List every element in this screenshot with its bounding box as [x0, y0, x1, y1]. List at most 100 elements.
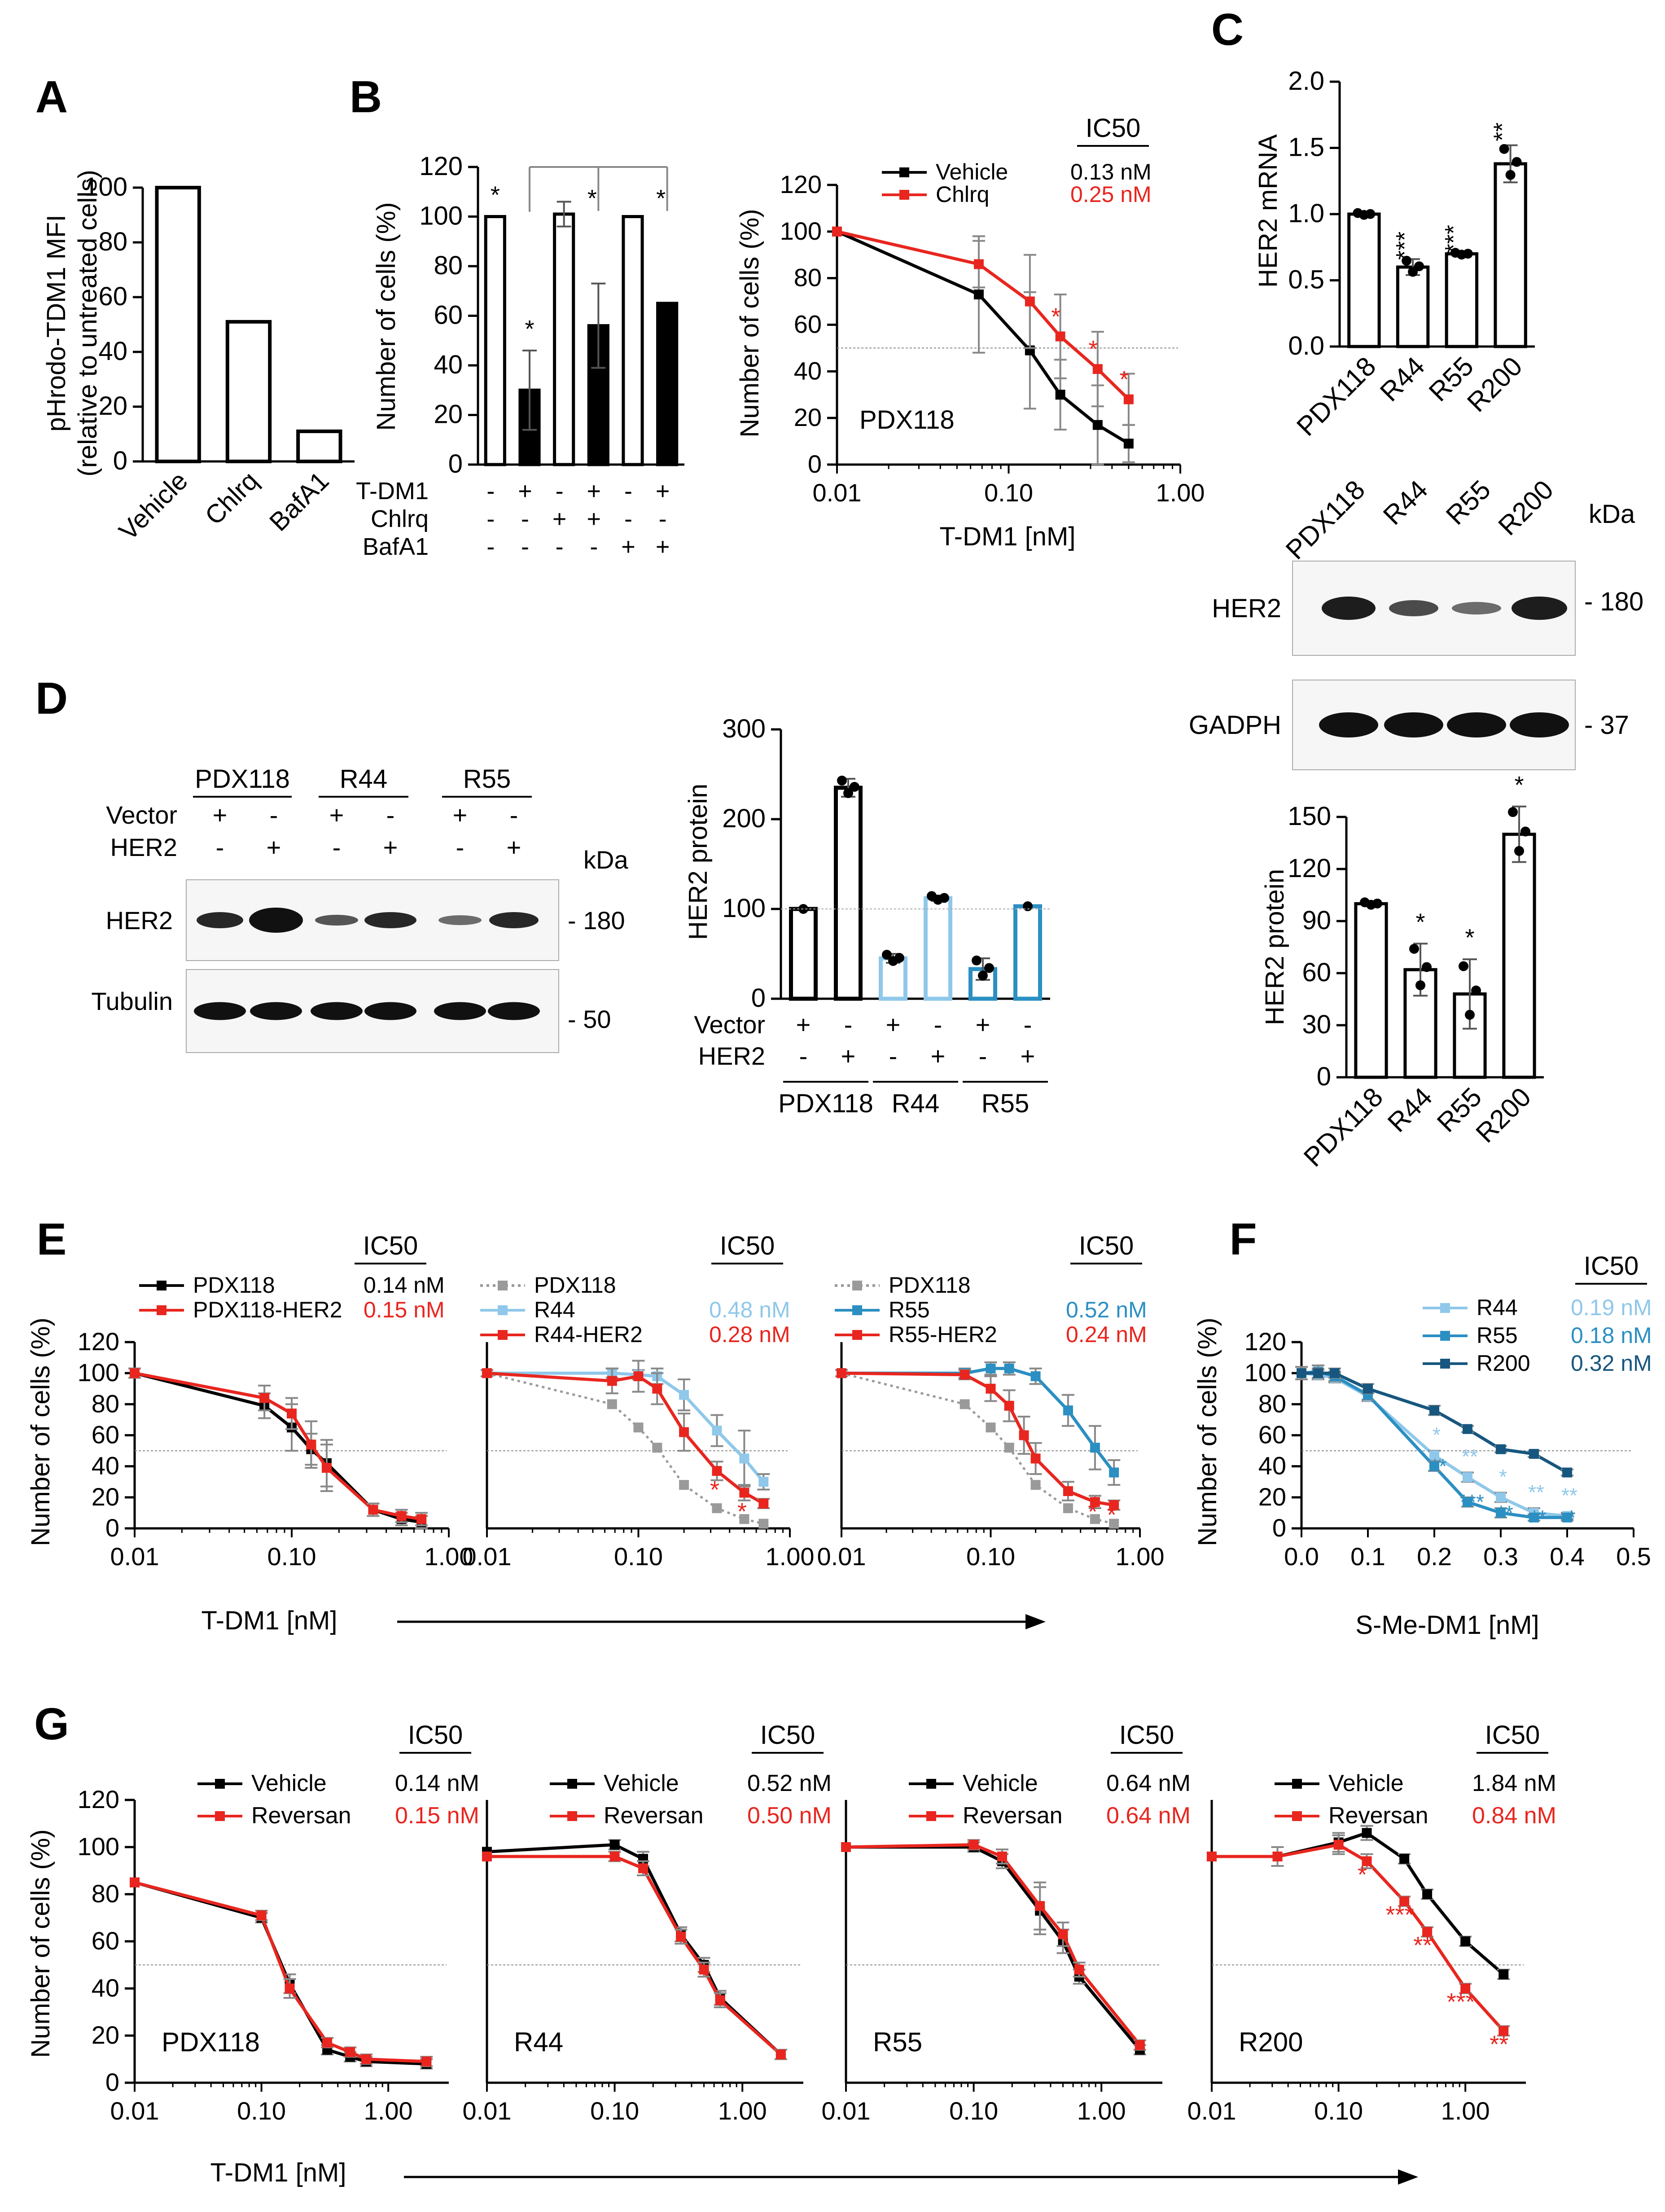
- legend-marker: [567, 1779, 577, 1789]
- data-point: [978, 970, 988, 981]
- data-point: [368, 1505, 378, 1515]
- treatment-sign: +: [507, 833, 521, 861]
- data-point: [1123, 394, 1134, 404]
- treatment-sign: -: [979, 1042, 987, 1070]
- data-point: [984, 963, 994, 973]
- y-tick-label: 0.0: [1288, 331, 1324, 360]
- data-point: [638, 1863, 648, 1874]
- y-axis-label: Number of cells (%): [735, 209, 764, 437]
- data-point: [285, 1984, 295, 1993]
- x-tick-label: 0.10: [237, 2097, 286, 2125]
- data-point: [1058, 1929, 1068, 1940]
- treatment-sign: +: [518, 478, 532, 505]
- y-tick-label: 60: [92, 1927, 119, 1955]
- data-point: [633, 1371, 644, 1382]
- data-point: [1272, 1852, 1283, 1861]
- blot-band: [364, 912, 416, 928]
- data-point: [1363, 1383, 1373, 1394]
- treatment-sign: +: [976, 1010, 990, 1039]
- legend-marker: [215, 1779, 225, 1789]
- bar: [1347, 212, 1381, 348]
- ic50-value: 0.48 nM: [709, 1297, 790, 1322]
- legend-label: Reversan: [963, 1803, 1063, 1829]
- treatment-row-label: Vector: [106, 801, 177, 829]
- ic50-value: 0.25 nM: [1070, 182, 1152, 207]
- data-point: [712, 1466, 722, 1476]
- treatment-sign: -: [510, 801, 518, 829]
- data-point: [1030, 1371, 1041, 1382]
- significance-marker: **: [1561, 1483, 1577, 1507]
- bar: [296, 429, 342, 464]
- data-point: [1529, 1449, 1539, 1459]
- ic50-title: IC50: [760, 1720, 815, 1750]
- kda-marker: - 180: [568, 906, 625, 935]
- inset-label: R55: [873, 2027, 922, 2057]
- y-tick-label: 20: [794, 403, 822, 431]
- ic50-value: 0.64 nM: [1106, 1770, 1191, 1796]
- data-point: [986, 1383, 996, 1394]
- data-point: [1297, 1368, 1306, 1378]
- blot-row-label: Tubulin: [91, 987, 173, 1015]
- data-point: [1499, 144, 1509, 154]
- group-label: PDX118: [778, 1089, 873, 1118]
- data-point: [1520, 826, 1530, 837]
- blot-lane-label: R55: [1440, 474, 1496, 531]
- treatment-sign: +: [329, 801, 344, 829]
- data-point: [1055, 390, 1065, 400]
- y-tick-label: 20: [98, 391, 127, 421]
- series-line: [134, 1371, 422, 1521]
- y-tick-label: 120: [1288, 854, 1331, 883]
- data-point: [609, 1839, 620, 1850]
- treatment-sign: +: [383, 833, 398, 861]
- data-point: [321, 1463, 332, 1473]
- ic50-value: 0.32 nM: [1571, 1351, 1652, 1376]
- series-line: [846, 1845, 1141, 2051]
- x-tick-label: 1.00: [766, 1542, 815, 1571]
- data-point: [712, 1503, 722, 1514]
- y-tick-label: 80: [434, 251, 463, 280]
- data-point: [287, 1409, 297, 1419]
- data-point: [1313, 1368, 1323, 1378]
- significance-marker: **: [1497, 1501, 1513, 1524]
- y-tick-label: 100: [419, 202, 463, 231]
- significance-marker: *: [525, 316, 534, 342]
- significance-marker: *: [1051, 303, 1060, 330]
- y-tick-label: 100: [78, 1358, 119, 1387]
- y-tick-label: 80: [98, 227, 127, 256]
- bar: [834, 786, 863, 1001]
- data-point: [739, 1514, 749, 1524]
- significance-marker: *: [1465, 924, 1474, 951]
- significance-marker: ***: [1447, 1988, 1475, 2015]
- data-point: [939, 893, 949, 903]
- x-tick-label: 0.0: [1284, 1542, 1319, 1571]
- blot-band: [489, 912, 539, 928]
- data-point: [1362, 1856, 1372, 1866]
- data-point: [1023, 901, 1033, 911]
- significance-marker: *: [1088, 1498, 1097, 1525]
- data-point: [482, 1368, 492, 1378]
- blot-band: [250, 1002, 302, 1020]
- treatment-sign: +: [796, 1010, 811, 1039]
- ic50-value: 0.28 nM: [709, 1322, 790, 1347]
- x-tick-label: 1.00: [1156, 478, 1205, 507]
- legend-label: R55: [889, 1297, 930, 1322]
- data-point: [1362, 1828, 1372, 1838]
- blot-row-label: GADPH: [1189, 711, 1281, 740]
- legend-label: R55: [1477, 1323, 1518, 1348]
- blot-band: [488, 1002, 540, 1020]
- blot-band: [1452, 602, 1501, 614]
- treatment-sign: +: [587, 505, 601, 532]
- treatment-sign: -: [934, 1010, 942, 1039]
- data-point: [1471, 985, 1481, 996]
- treatment-sign: -: [486, 533, 495, 560]
- data-point: [256, 1910, 267, 1921]
- treatment-sign: +: [886, 1010, 901, 1039]
- data-point: [1090, 1514, 1100, 1524]
- data-point: [1505, 170, 1516, 180]
- y-tick-label: 120: [419, 152, 463, 181]
- data-point: [1092, 364, 1103, 374]
- data-point: [1055, 331, 1065, 342]
- y-axis-label: pHrodo-TDM1 MFI: [42, 215, 71, 431]
- blot-band: [1322, 597, 1376, 620]
- data-point: [607, 1376, 617, 1386]
